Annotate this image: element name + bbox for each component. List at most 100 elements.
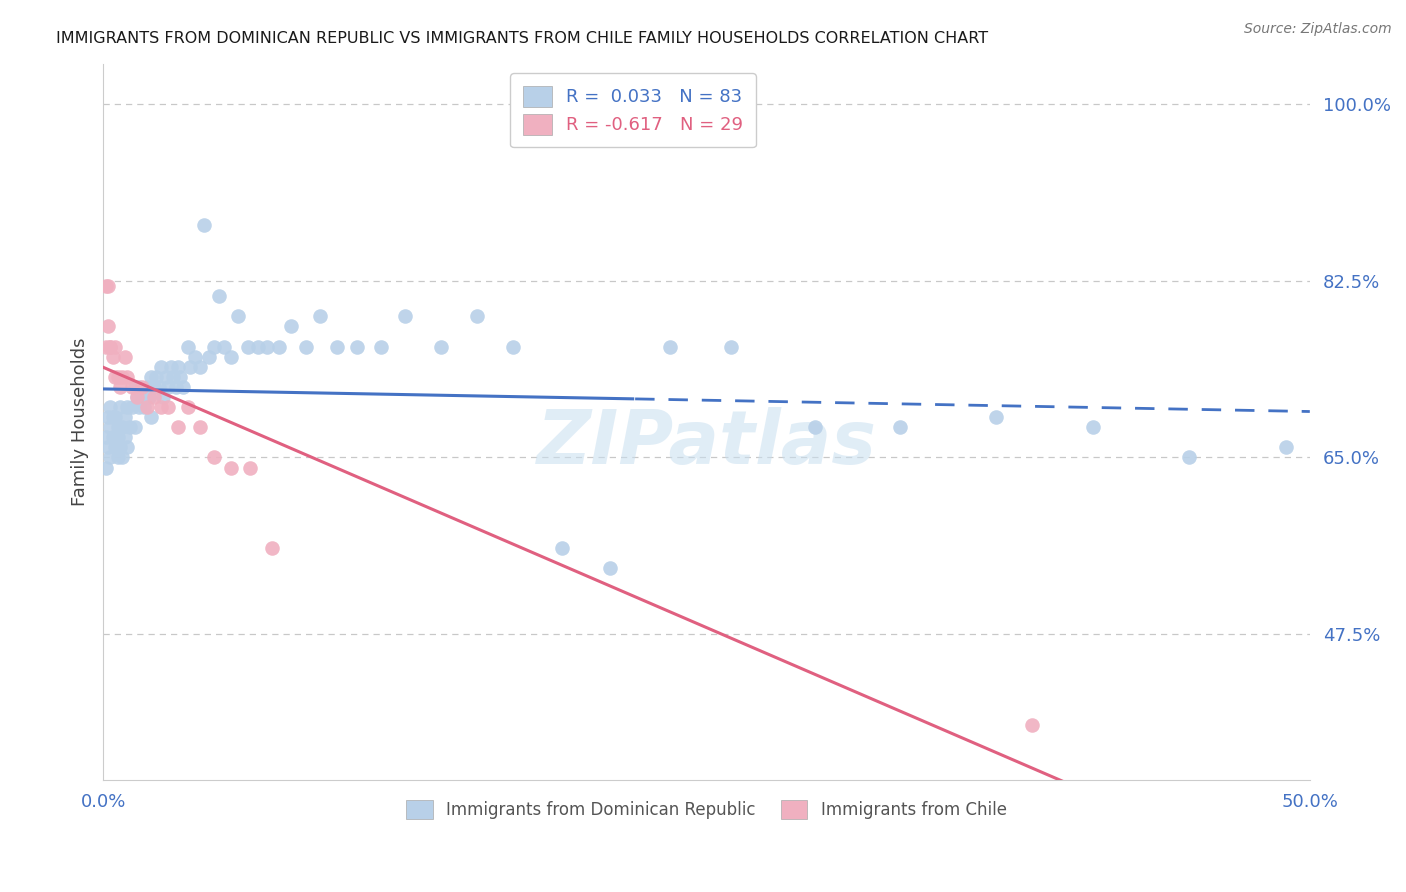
- Point: [114, 430, 136, 444]
- Point: [169, 369, 191, 384]
- Point: [131, 390, 153, 404]
- Point: [94, 460, 117, 475]
- Point: [108, 441, 131, 455]
- Point: [226, 310, 249, 324]
- Point: [184, 350, 207, 364]
- Point: [720, 339, 742, 353]
- Point: [141, 369, 163, 384]
- Point: [262, 541, 284, 556]
- Point: [94, 279, 117, 293]
- Point: [141, 410, 163, 425]
- Point: [1274, 441, 1296, 455]
- Point: [134, 400, 156, 414]
- Point: [188, 420, 211, 434]
- Point: [142, 380, 165, 394]
- Point: [804, 420, 827, 434]
- Point: [131, 380, 153, 394]
- Point: [124, 420, 146, 434]
- Point: [159, 359, 181, 374]
- Point: [1021, 718, 1043, 732]
- Point: [176, 400, 198, 414]
- Point: [1081, 420, 1104, 434]
- Y-axis label: Family Households: Family Households: [72, 338, 89, 507]
- Point: [128, 380, 150, 394]
- Point: [98, 450, 121, 465]
- Point: [239, 460, 262, 475]
- Point: [107, 420, 129, 434]
- Point: [121, 380, 143, 394]
- Point: [219, 350, 242, 364]
- Point: [599, 561, 621, 575]
- Point: [111, 420, 134, 434]
- Point: [107, 369, 129, 384]
- Point: [94, 339, 117, 353]
- Point: [97, 410, 120, 425]
- Point: [659, 339, 682, 353]
- Point: [1178, 450, 1201, 465]
- Text: ZIPatlas: ZIPatlas: [537, 407, 876, 480]
- Point: [155, 369, 177, 384]
- Point: [188, 359, 211, 374]
- Point: [98, 400, 121, 414]
- Point: [118, 420, 141, 434]
- Point: [101, 430, 124, 444]
- Point: [295, 339, 318, 353]
- Point: [97, 319, 120, 334]
- Point: [104, 410, 127, 425]
- Point: [157, 380, 180, 394]
- Point: [98, 339, 121, 353]
- Point: [198, 350, 221, 364]
- Point: [101, 350, 124, 364]
- Point: [889, 420, 911, 434]
- Point: [94, 430, 117, 444]
- Point: [108, 380, 131, 394]
- Text: Source: ZipAtlas.com: Source: ZipAtlas.com: [1244, 22, 1392, 37]
- Point: [97, 279, 120, 293]
- Point: [202, 450, 225, 465]
- Point: [111, 450, 134, 465]
- Point: [176, 339, 198, 353]
- Point: [167, 420, 190, 434]
- Point: [135, 380, 157, 394]
- Point: [208, 289, 231, 303]
- Point: [202, 339, 225, 353]
- Point: [114, 350, 136, 364]
- Point: [117, 369, 139, 384]
- Point: [117, 400, 139, 414]
- Point: [326, 339, 349, 353]
- Point: [125, 390, 148, 404]
- Point: [108, 400, 131, 414]
- Point: [280, 319, 302, 334]
- Text: IMMIGRANTS FROM DOMINICAN REPUBLIC VS IMMIGRANTS FROM CHILE FAMILY HOUSEHOLDS CO: IMMIGRANTS FROM DOMINICAN REPUBLIC VS IM…: [56, 31, 988, 46]
- Point: [165, 380, 187, 394]
- Point: [145, 369, 167, 384]
- Point: [550, 541, 572, 556]
- Point: [104, 441, 127, 455]
- Point: [125, 390, 148, 404]
- Point: [121, 400, 143, 414]
- Point: [179, 359, 201, 374]
- Point: [246, 339, 269, 353]
- Point: [148, 380, 170, 394]
- Point: [370, 339, 392, 353]
- Point: [107, 450, 129, 465]
- Point: [104, 339, 127, 353]
- Legend: Immigrants from Dominican Republic, Immigrants from Chile: Immigrants from Dominican Republic, Immi…: [399, 793, 1014, 826]
- Point: [107, 430, 129, 444]
- Point: [124, 380, 146, 394]
- Point: [167, 359, 190, 374]
- Point: [172, 380, 194, 394]
- Point: [150, 400, 173, 414]
- Point: [150, 359, 173, 374]
- Point: [152, 390, 174, 404]
- Point: [98, 420, 121, 434]
- Point: [502, 339, 524, 353]
- Point: [142, 390, 165, 404]
- Point: [430, 339, 453, 353]
- Point: [114, 410, 136, 425]
- Point: [117, 441, 139, 455]
- Point: [212, 339, 235, 353]
- Point: [346, 339, 368, 353]
- Point: [219, 460, 242, 475]
- Point: [256, 339, 278, 353]
